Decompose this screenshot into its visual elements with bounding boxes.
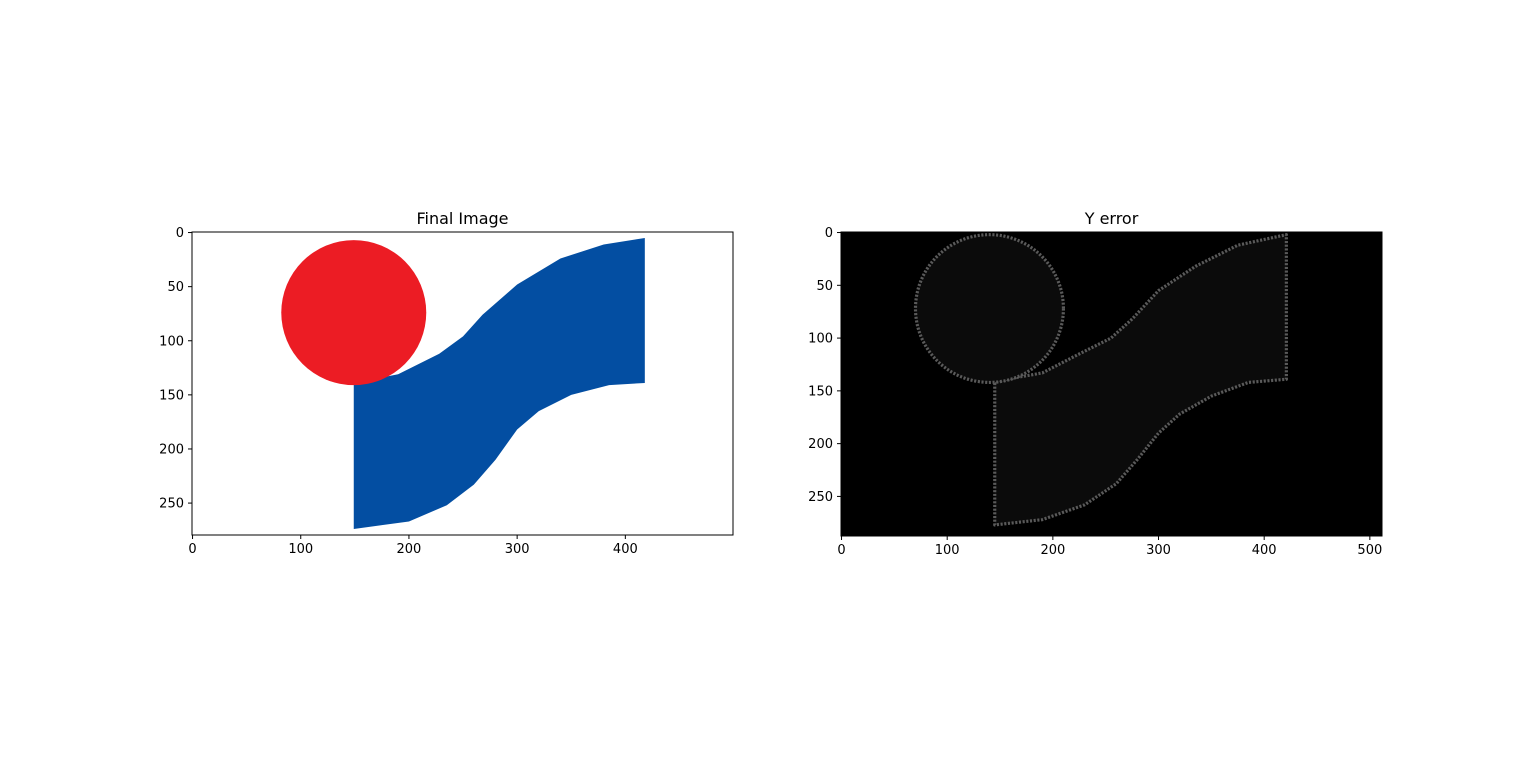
x-tick-label: 100	[288, 542, 313, 557]
axis-ticks: 0 100 200 300 400 0 50 100 150 200 250	[159, 226, 638, 557]
x-tick-label: 500	[1357, 543, 1382, 558]
chart-title: Final Image	[416, 209, 508, 228]
red-circle-shape	[281, 240, 427, 386]
blue-band-shape	[353, 237, 645, 530]
y-tick-label: 150	[159, 388, 184, 403]
x-tick-label: 300	[1146, 543, 1171, 558]
image-area	[841, 232, 1382, 536]
chart-title: Y error	[1084, 209, 1139, 228]
x-tick-label: 400	[1252, 543, 1277, 558]
axes-frame	[840, 231, 1383, 537]
axis-ticks: 0 100 200 300 400 500 0 50 100 150 200 250	[808, 226, 1382, 558]
circle-error-outline	[913, 233, 1066, 384]
y-tick-label: 50	[816, 279, 833, 294]
y-tick-label: 100	[808, 332, 833, 347]
y-error-panel: Y error 0 100 200 300 400 500 0 50 100 150 200 250	[808, 209, 1383, 558]
y-tick-label: 0	[176, 226, 184, 241]
final-image-panel: Final Image 0 100 200 300 400 0 50 100 150 200 250	[159, 209, 734, 557]
x-tick-label: 200	[1040, 543, 1065, 558]
y-tick-label: 100	[159, 334, 184, 349]
x-tick-label: 0	[837, 543, 845, 558]
x-tick-label: 0	[188, 542, 196, 557]
y-tick-label: 200	[808, 437, 833, 452]
y-tick-label: 250	[808, 490, 833, 505]
x-tick-label: 200	[397, 542, 422, 557]
y-tick-label: 250	[159, 497, 184, 512]
y-tick-label: 0	[825, 226, 833, 241]
y-tick-label: 150	[808, 384, 833, 399]
x-tick-label: 100	[935, 543, 960, 558]
y-tick-label: 200	[159, 442, 184, 457]
y-tick-label: 50	[167, 280, 184, 295]
x-tick-label: 300	[505, 542, 530, 557]
x-tick-label: 400	[613, 542, 638, 557]
axes-frame	[191, 231, 734, 536]
image-area	[192, 232, 733, 535]
band-error-outline	[993, 233, 1288, 527]
